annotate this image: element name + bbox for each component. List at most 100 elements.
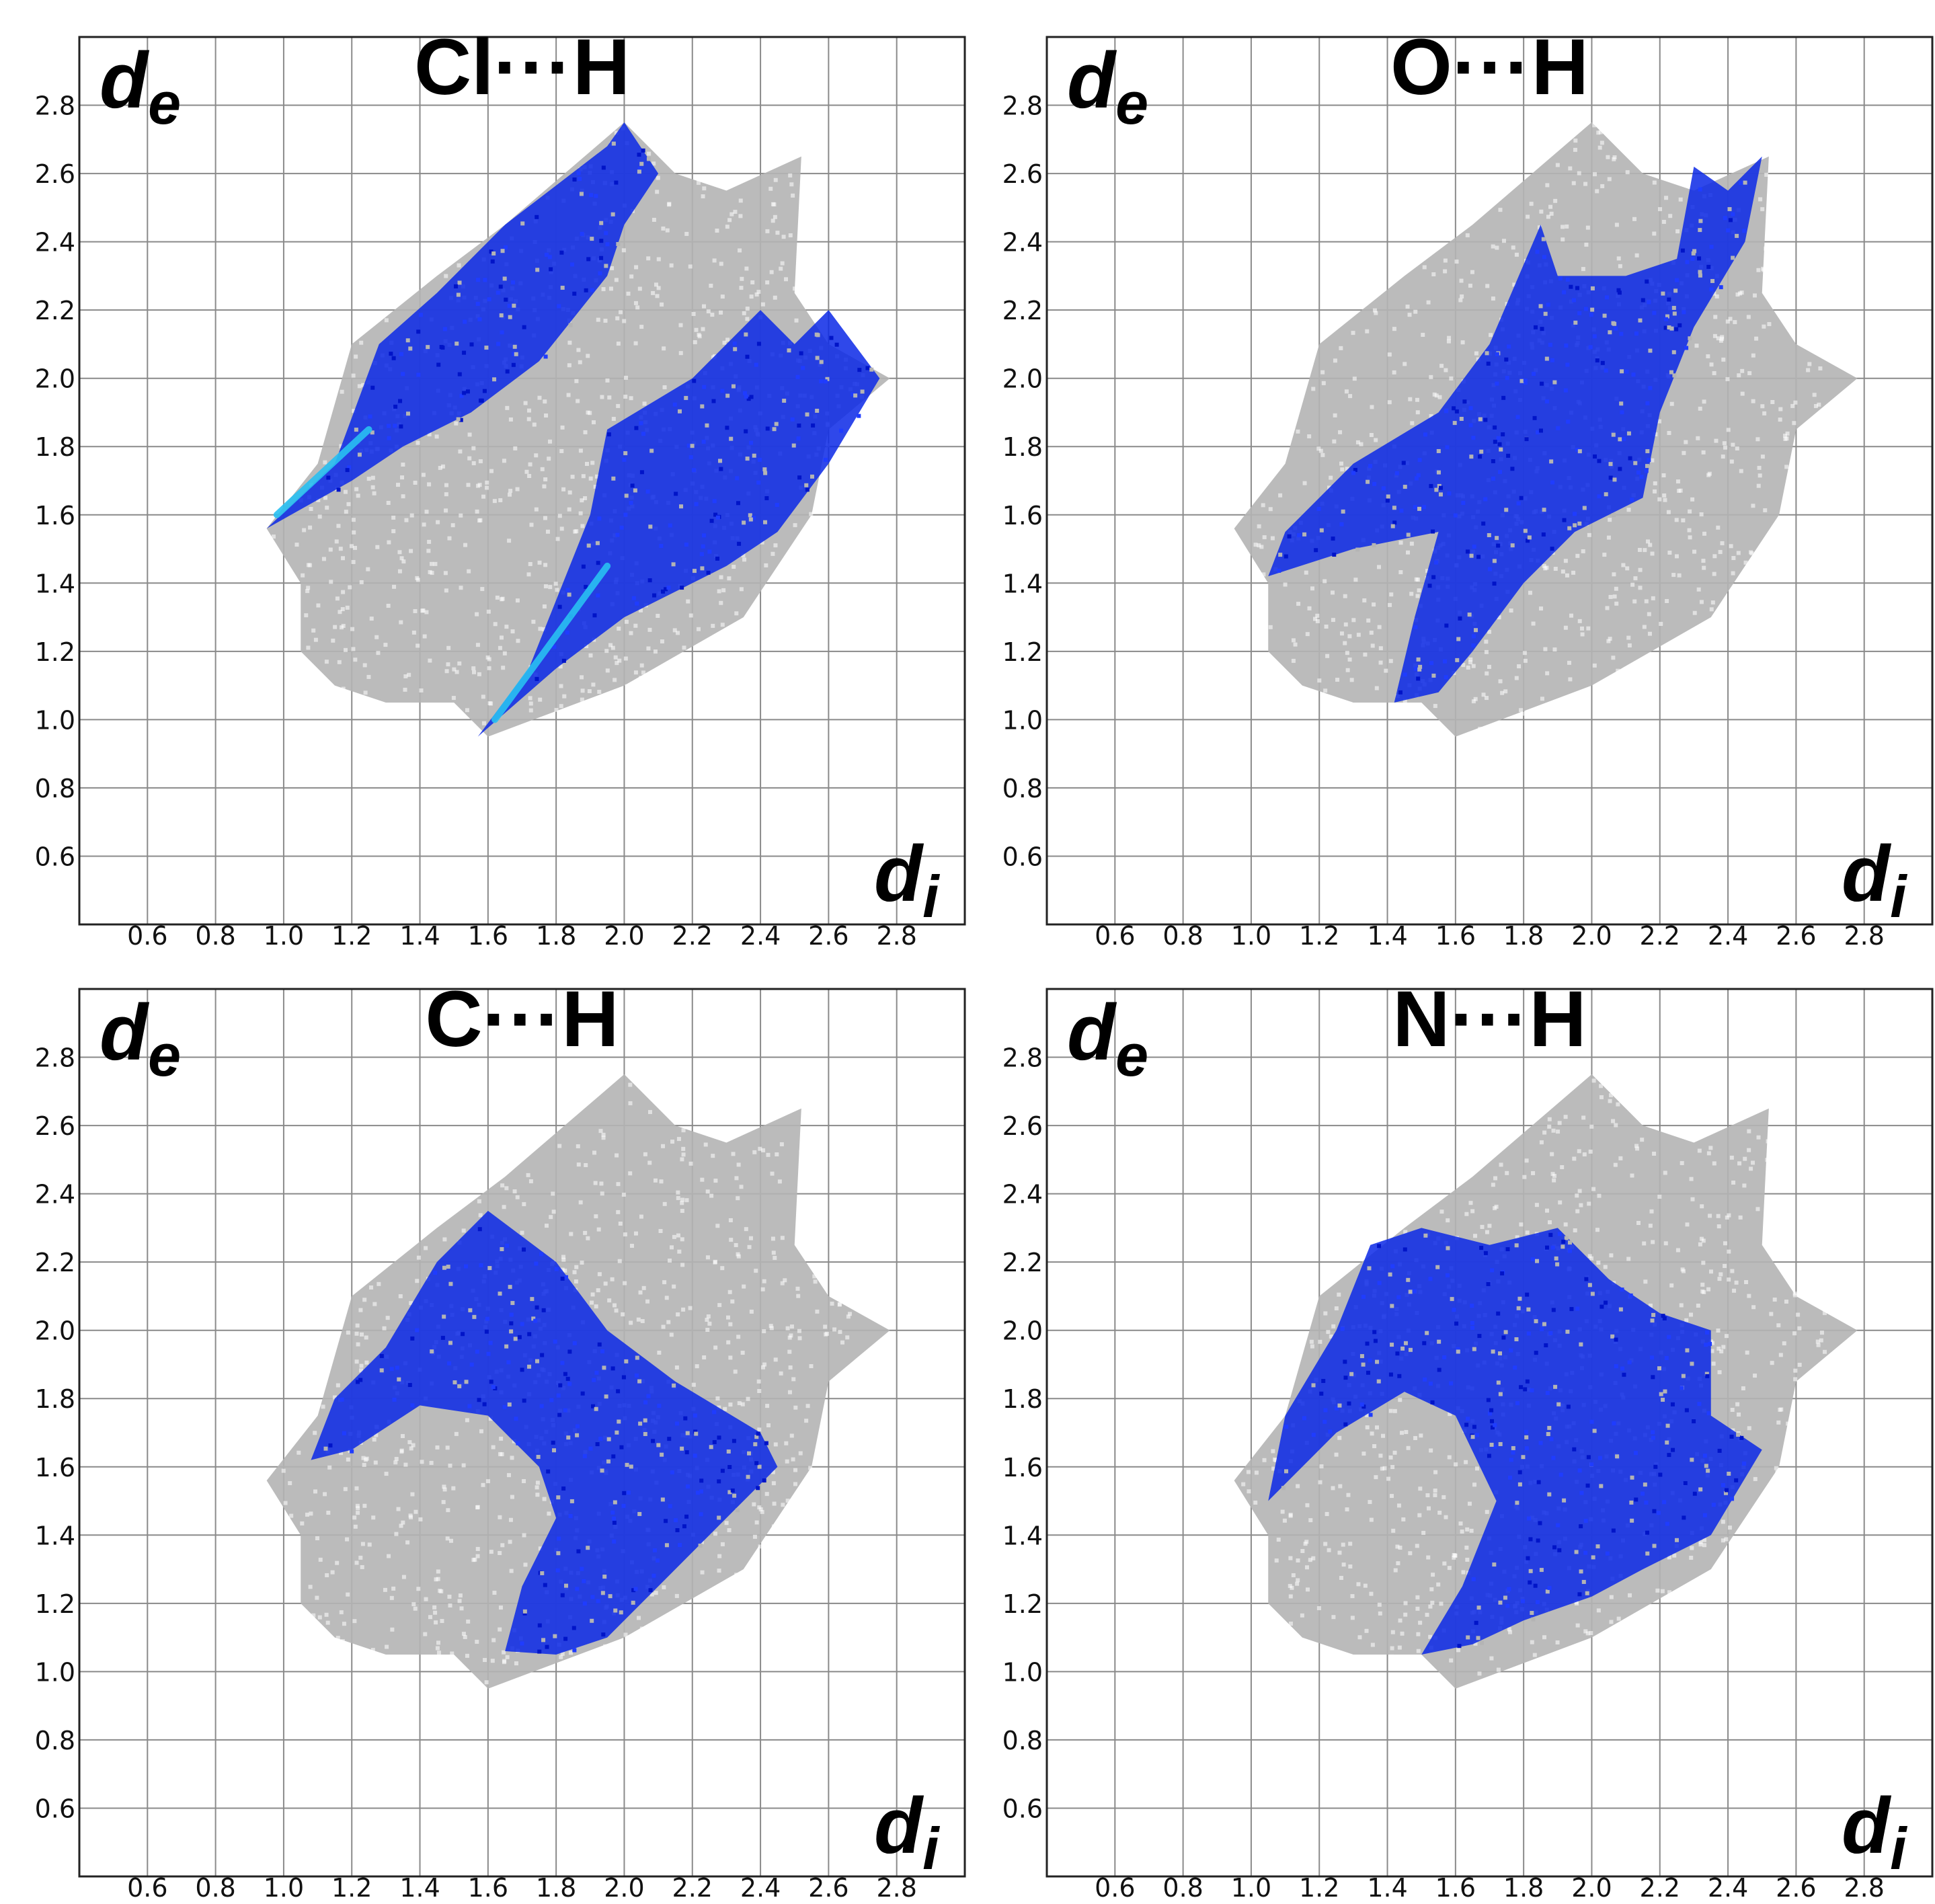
highlight-point bbox=[1575, 447, 1579, 452]
background-gap bbox=[364, 1360, 369, 1365]
highlight-point bbox=[1517, 1482, 1522, 1486]
background-gap bbox=[1577, 1149, 1581, 1154]
highlight-point bbox=[705, 423, 709, 428]
highlight-point bbox=[1538, 428, 1543, 433]
background-gap bbox=[344, 647, 348, 652]
background-gap bbox=[1460, 294, 1464, 299]
background-gap bbox=[649, 1592, 654, 1597]
background-gap bbox=[597, 689, 602, 694]
background-gap bbox=[528, 701, 533, 706]
background-gap bbox=[1575, 1193, 1579, 1198]
background-gap bbox=[1477, 1671, 1482, 1676]
background-gap bbox=[590, 1300, 594, 1305]
background-gap bbox=[1626, 508, 1631, 512]
highlight-point bbox=[1548, 1331, 1553, 1335]
background-gap bbox=[1363, 652, 1368, 657]
highlight-point bbox=[1507, 344, 1511, 349]
background-gap bbox=[1712, 554, 1717, 559]
background-gap bbox=[653, 649, 658, 654]
background-gap bbox=[391, 529, 396, 534]
highlight-point bbox=[1493, 440, 1497, 444]
background-gap bbox=[421, 473, 426, 477]
highlight-point bbox=[1622, 1372, 1626, 1377]
highlight-point bbox=[1544, 356, 1549, 361]
background-gap bbox=[364, 1335, 368, 1340]
highlight-point bbox=[1459, 416, 1464, 421]
background-gap bbox=[756, 1379, 761, 1384]
background-gap bbox=[1717, 1277, 1722, 1281]
background-gap bbox=[736, 1252, 740, 1257]
background-gap bbox=[1638, 586, 1643, 590]
background-gap bbox=[1446, 1218, 1450, 1223]
background-gap bbox=[335, 1636, 340, 1640]
highlight-point bbox=[1665, 1423, 1670, 1428]
background-gap bbox=[1563, 1115, 1568, 1119]
background-gap bbox=[1776, 1420, 1781, 1425]
background-gap bbox=[662, 1201, 667, 1206]
background-gap bbox=[1389, 1494, 1394, 1499]
background-gap bbox=[544, 413, 549, 418]
highlight-point bbox=[748, 517, 753, 522]
highlight-point bbox=[1503, 1595, 1507, 1600]
highlight-point bbox=[486, 1351, 491, 1356]
background-gap bbox=[338, 547, 343, 551]
background-gap bbox=[334, 539, 339, 544]
x-tick-label: 1.8 bbox=[536, 921, 576, 951]
highlight-point bbox=[1527, 535, 1532, 540]
background-gap bbox=[382, 1326, 387, 1331]
background-gap bbox=[444, 492, 448, 497]
background-gap bbox=[366, 567, 370, 571]
background-gap bbox=[1783, 436, 1788, 441]
highlight-point bbox=[537, 1649, 542, 1654]
background-gap bbox=[669, 1245, 674, 1250]
background-gap bbox=[528, 708, 533, 713]
x-tick-label: 2.0 bbox=[604, 921, 644, 951]
highlight-point bbox=[656, 1558, 660, 1563]
highlight-point bbox=[1583, 307, 1588, 311]
highlighted-contacts bbox=[1268, 1228, 1762, 1655]
highlight-point bbox=[1634, 331, 1638, 336]
background-gap bbox=[752, 1534, 757, 1539]
background-gap bbox=[441, 1500, 446, 1505]
background-gap bbox=[1271, 1466, 1276, 1471]
highlight-point bbox=[418, 313, 423, 317]
background-gap bbox=[1398, 1398, 1403, 1402]
background-gap bbox=[526, 417, 531, 422]
background-gap bbox=[326, 1511, 331, 1515]
background-gap bbox=[1349, 678, 1354, 682]
background-gap bbox=[1276, 1538, 1281, 1542]
background-gap bbox=[340, 607, 345, 612]
background-gap bbox=[506, 1473, 511, 1478]
background-gap bbox=[1792, 421, 1796, 426]
background-gap bbox=[333, 625, 338, 629]
background-gap bbox=[1429, 1448, 1433, 1453]
background-gap bbox=[1728, 317, 1733, 321]
highlight-point bbox=[1467, 612, 1472, 617]
highlight-point bbox=[504, 1344, 509, 1349]
highlight-point bbox=[572, 1341, 577, 1345]
background-gap bbox=[409, 513, 414, 518]
x-tick-label: 0.8 bbox=[1162, 1873, 1203, 1903]
background-gap bbox=[1390, 1465, 1395, 1470]
background-gap bbox=[400, 1433, 405, 1438]
background-gap bbox=[645, 1299, 650, 1304]
background-gap bbox=[576, 1162, 581, 1167]
background-gap bbox=[569, 1232, 574, 1236]
background-gap bbox=[1398, 1618, 1403, 1623]
background-gap bbox=[1723, 1241, 1727, 1246]
highlight-point bbox=[1513, 1365, 1517, 1370]
highlight-point bbox=[1536, 1538, 1540, 1543]
background-gap bbox=[1688, 535, 1692, 540]
highlight-point bbox=[763, 471, 768, 475]
highlight-point bbox=[1437, 1339, 1442, 1344]
highlight-point bbox=[1651, 1430, 1655, 1435]
x-tick-label: 0.6 bbox=[1095, 921, 1135, 951]
background-gap bbox=[1296, 1484, 1300, 1489]
highlight-point bbox=[612, 1516, 617, 1521]
background-gap bbox=[341, 686, 346, 691]
background-gap bbox=[383, 1587, 387, 1592]
background-gap bbox=[785, 1326, 790, 1331]
background-gap bbox=[1580, 632, 1585, 637]
background-gap bbox=[1543, 647, 1548, 651]
background-gap bbox=[1310, 1344, 1314, 1349]
